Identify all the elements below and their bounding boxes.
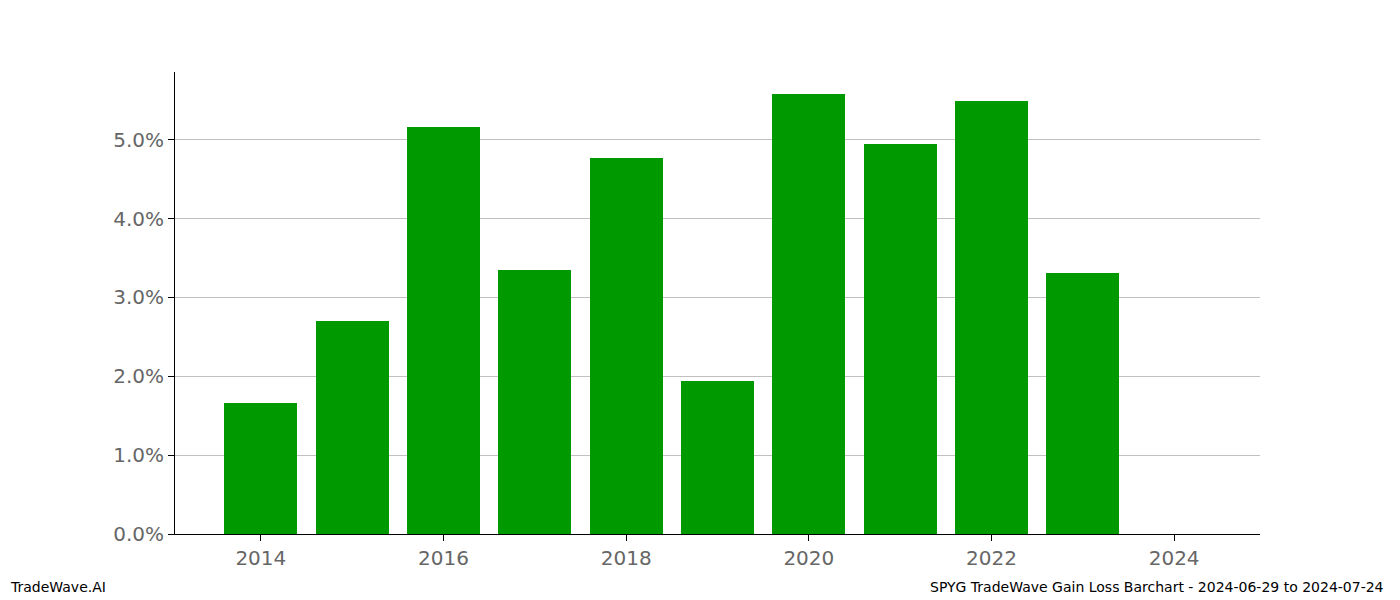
svg-text:2.0%: 2.0%	[113, 364, 164, 388]
svg-text:3.0%: 3.0%	[113, 285, 164, 309]
svg-text:2022: 2022	[966, 546, 1017, 570]
svg-text:SPYG TradeWave Gain Loss Barch: SPYG TradeWave Gain Loss Barchart - 2024…	[930, 579, 1384, 595]
svg-text:TradeWave.AI: TradeWave.AI	[10, 579, 106, 595]
svg-text:2016: 2016	[418, 546, 469, 570]
svg-text:2024: 2024	[1149, 546, 1200, 570]
svg-text:2020: 2020	[783, 546, 834, 570]
svg-text:2014: 2014	[235, 546, 286, 570]
svg-text:2018: 2018	[601, 546, 652, 570]
svg-text:1.0%: 1.0%	[113, 443, 164, 467]
svg-text:4.0%: 4.0%	[113, 207, 164, 231]
svg-text:5.0%: 5.0%	[113, 128, 164, 152]
svg-text:0.0%: 0.0%	[113, 522, 164, 546]
